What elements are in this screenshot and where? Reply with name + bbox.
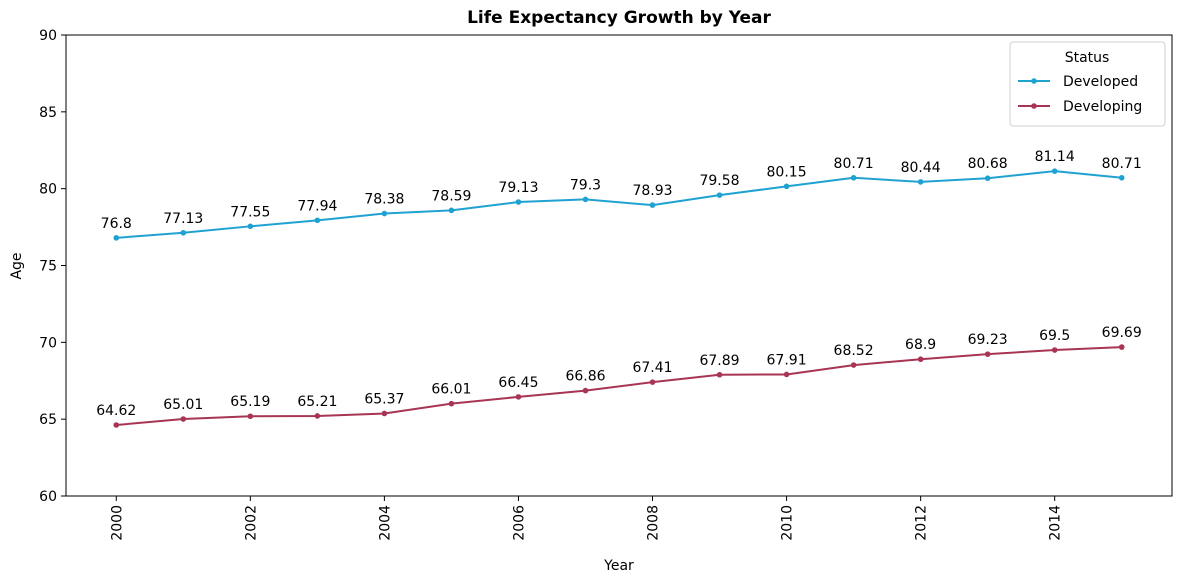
data-label-developing: 67.89 — [699, 353, 739, 369]
x-tick-label: 2012 — [914, 505, 930, 541]
y-axis-label: Age — [9, 252, 25, 279]
data-label-developing: 69.69 — [1102, 325, 1142, 341]
legend-marker-developing — [1031, 103, 1037, 109]
data-point-developed — [1051, 168, 1058, 174]
data-point-developing — [381, 410, 388, 417]
y-axis: 60 65 70 75 80 85 90 — [39, 28, 66, 505]
series-line-developing — [116, 346, 1122, 427]
data-label-developing: 66.86 — [565, 369, 605, 385]
data-point-developing — [917, 356, 924, 363]
legend-label-developing: Developing — [1063, 99, 1142, 115]
data-label-developed: 80.68 — [968, 156, 1008, 172]
x-tick-label: 2008 — [646, 505, 662, 541]
data-label-developed: 80.44 — [901, 160, 941, 176]
x-tick-label: 2010 — [780, 505, 796, 541]
data-point-developing — [448, 400, 455, 407]
data-point-developed — [984, 175, 991, 182]
y-tick-label: 70 — [39, 335, 57, 351]
data-point-developed — [850, 174, 857, 181]
x-tick-label: 2014 — [1048, 505, 1064, 541]
data-point-developing — [716, 371, 723, 378]
data-point-developed — [314, 217, 321, 224]
x-axis-label: Year — [603, 558, 634, 574]
data-point-developed — [180, 229, 187, 236]
series-line-developed — [116, 170, 1122, 239]
y-tick-label: 65 — [39, 412, 57, 428]
data-label-developed: 77.13 — [163, 211, 203, 227]
data-point-developed — [448, 207, 455, 214]
data-point-developed — [582, 196, 589, 203]
data-label-developed: 77.55 — [230, 204, 270, 220]
data-point-developed — [716, 192, 723, 198]
data-point-developing — [984, 351, 991, 357]
data-point-developed — [113, 235, 120, 241]
y-tick-label: 75 — [39, 259, 57, 275]
data-point-developing — [314, 413, 321, 419]
data-label-developing: 66.45 — [498, 375, 538, 391]
data-label-developed: 79.58 — [699, 173, 739, 189]
data-point-developed — [515, 199, 522, 205]
data-point-developed — [917, 179, 924, 185]
data-label-developed: 81.14 — [1035, 149, 1075, 165]
legend: Status Developed Developing — [1009, 41, 1166, 127]
legend-label-developed: Developed — [1063, 74, 1138, 90]
data-point-developing — [850, 362, 857, 368]
x-tick-label: 2006 — [511, 505, 527, 541]
data-label-developed: 78.38 — [364, 192, 404, 208]
data-label-developing: 65.37 — [364, 391, 404, 407]
data-label-developed: 78.93 — [632, 183, 672, 199]
data-label-developed: 79.3 — [570, 177, 601, 193]
x-tick-label: 2004 — [377, 505, 393, 541]
data-point-developed — [247, 223, 254, 230]
y-tick-label: 90 — [39, 28, 57, 44]
data-point-developing — [649, 379, 656, 385]
data-point-developed — [649, 202, 656, 208]
legend-marker-developed — [1031, 78, 1037, 84]
data-label-developing: 67.91 — [767, 352, 807, 368]
y-tick-label: 85 — [39, 105, 57, 121]
data-point-developing — [783, 371, 790, 378]
data-label-developing: 68.9 — [905, 337, 936, 353]
data-label-developed: 80.71 — [1102, 156, 1142, 172]
x-axis: 2000 2002 2004 2006 2008 2010 2012 2014 — [109, 496, 1064, 541]
data-point-developing — [1051, 347, 1058, 353]
data-point-developed — [1118, 174, 1125, 181]
data-point-developing — [180, 416, 187, 422]
data-label-developing: 69.23 — [968, 332, 1008, 348]
data-point-developed — [783, 183, 790, 190]
x-tick-label: 2000 — [109, 505, 125, 541]
data-point-developing — [247, 413, 254, 420]
data-label-developed: 77.94 — [297, 198, 337, 214]
data-label-developed: 80.15 — [767, 164, 807, 180]
y-tick-label: 80 — [39, 182, 57, 198]
legend-title: Status — [1065, 50, 1110, 66]
data-point-developing — [113, 422, 120, 428]
data-label-developing: 65.01 — [163, 397, 203, 413]
data-label-developed: 78.59 — [431, 188, 471, 204]
plot-frame — [65, 34, 1173, 497]
data-label-developing: 68.52 — [834, 343, 874, 359]
data-point-developed — [381, 210, 388, 217]
y-tick-label: 60 — [39, 489, 57, 505]
data-point-developing — [582, 387, 589, 394]
data-label-developing: 65.21 — [297, 394, 337, 410]
x-tick-label: 2002 — [243, 505, 259, 541]
data-label-developing: 69.5 — [1039, 328, 1070, 344]
data-label-developed: 79.13 — [498, 180, 538, 196]
data-point-developing — [1118, 344, 1125, 350]
data-label-developed: 80.71 — [834, 156, 874, 172]
data-label-developing: 66.01 — [431, 382, 471, 398]
data-label-developing: 65.19 — [230, 394, 270, 410]
data-label-developing: 67.41 — [632, 360, 672, 376]
chart-title: Life Expectancy Growth by Year — [467, 8, 771, 28]
plot-area: 76.8 77.13 77.55 77.94 78.38 78.59 79.13 79.3 78… — [96, 149, 1142, 428]
data-label-developing: 64.62 — [96, 403, 136, 419]
data-label-developed: 76.8 — [101, 216, 132, 232]
data-point-developing — [515, 394, 522, 400]
